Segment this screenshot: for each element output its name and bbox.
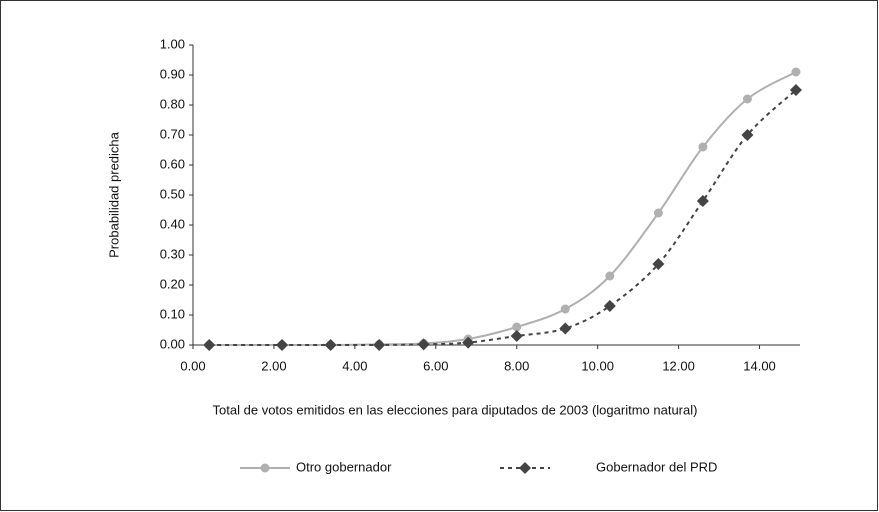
data-point [605,271,615,281]
x-tick-label: 14.00 [743,358,776,373]
data-point [789,84,802,96]
data-point [742,94,752,104]
y-tick-label: 0.70 [160,126,185,141]
x-tick-label: 4.00 [342,358,367,373]
y-tick-label: 0.20 [160,276,185,291]
data-point [791,67,801,77]
data-point [741,129,754,141]
data-point [560,304,570,314]
data-point [603,300,616,312]
x-axis-label: Total de votos emitidos en las eleccione… [213,402,698,417]
legend-label: Otro gobernador [296,459,392,474]
data-point [653,208,663,218]
x-tick-label: 8.00 [504,358,529,373]
data-point [510,330,523,342]
x-tick-label: 10.00 [581,358,614,373]
data-point [462,336,475,349]
legend-marker [519,462,531,474]
x-tick-label: 2.00 [261,358,286,373]
data-point [652,258,665,270]
data-point [324,339,337,351]
data-point [512,322,522,332]
legend-marker [260,463,270,473]
x-tick-label: 0.00 [180,358,205,373]
y-tick-label: 0.50 [160,186,185,201]
x-tick-label: 12.00 [662,358,695,373]
y-tick-label: 0.90 [160,66,185,81]
data-point [373,339,386,351]
data-point [276,339,289,351]
y-tick-label: 0.30 [160,246,185,261]
y-tick-label: 0.60 [160,156,185,171]
data-point [203,339,216,351]
data-point [696,195,709,207]
data-point [698,142,708,152]
y-tick-label: 0.80 [160,96,185,111]
x-tick-label: 6.00 [423,358,448,373]
data-point [417,338,430,351]
data-point [559,322,572,335]
legend-label: Gobernador del PRD [596,459,717,474]
y-tick-label: 0.00 [160,336,185,351]
y-tick-label: 0.10 [160,306,185,321]
y-axis-label: Probabilidad predicha [106,131,121,258]
y-tick-label: 0.40 [160,216,185,231]
y-tick-label: 1.00 [160,36,185,51]
